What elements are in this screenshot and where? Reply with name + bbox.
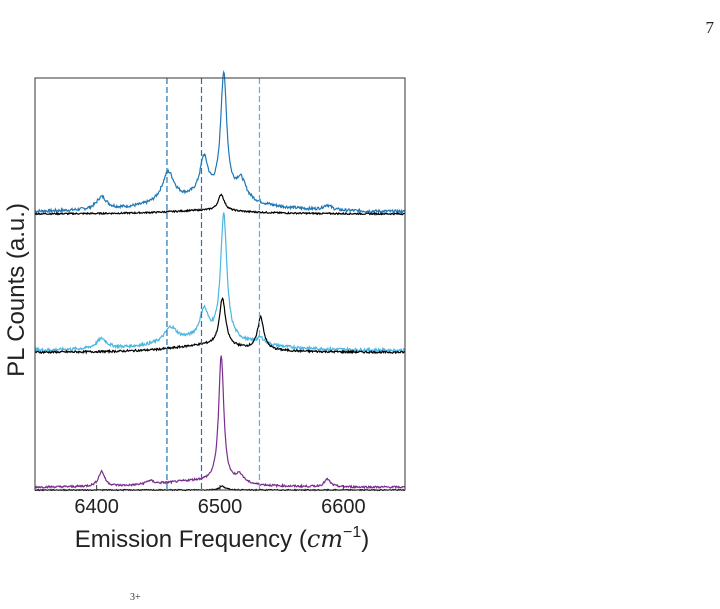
- page-number: 7: [705, 18, 715, 37]
- series-layer: [34, 69, 406, 492]
- x-tick-layer: 6400 6500 6600: [74, 485, 366, 518]
- x-tick-label-6400: 6400: [74, 496, 119, 518]
- x-axis-label-close: ): [361, 526, 369, 553]
- spectrum-trace-1: [34, 69, 406, 215]
- spectrum-trace-5: [34, 355, 406, 490]
- x-axis-label: Emission Frequency (cm−1): [75, 524, 370, 553]
- y-axis-label: PL Counts (a.u.): [3, 203, 30, 377]
- spectrum-trace-2: [34, 193, 406, 216]
- x-axis-label-text: Emission Frequency (: [75, 526, 307, 553]
- spectrum-trace-4: [34, 297, 406, 355]
- x-tick-label-6600: 6600: [321, 496, 366, 518]
- x-tick-label-6500: 6500: [198, 496, 243, 518]
- footer-superscript-fragment: 3+: [130, 592, 141, 603]
- x-axis-label-unit: cm: [307, 525, 343, 553]
- x-axis-label-exponent: −1: [343, 524, 361, 541]
- spectrum-trace-3: [34, 212, 405, 354]
- vline-layer: [166, 78, 261, 490]
